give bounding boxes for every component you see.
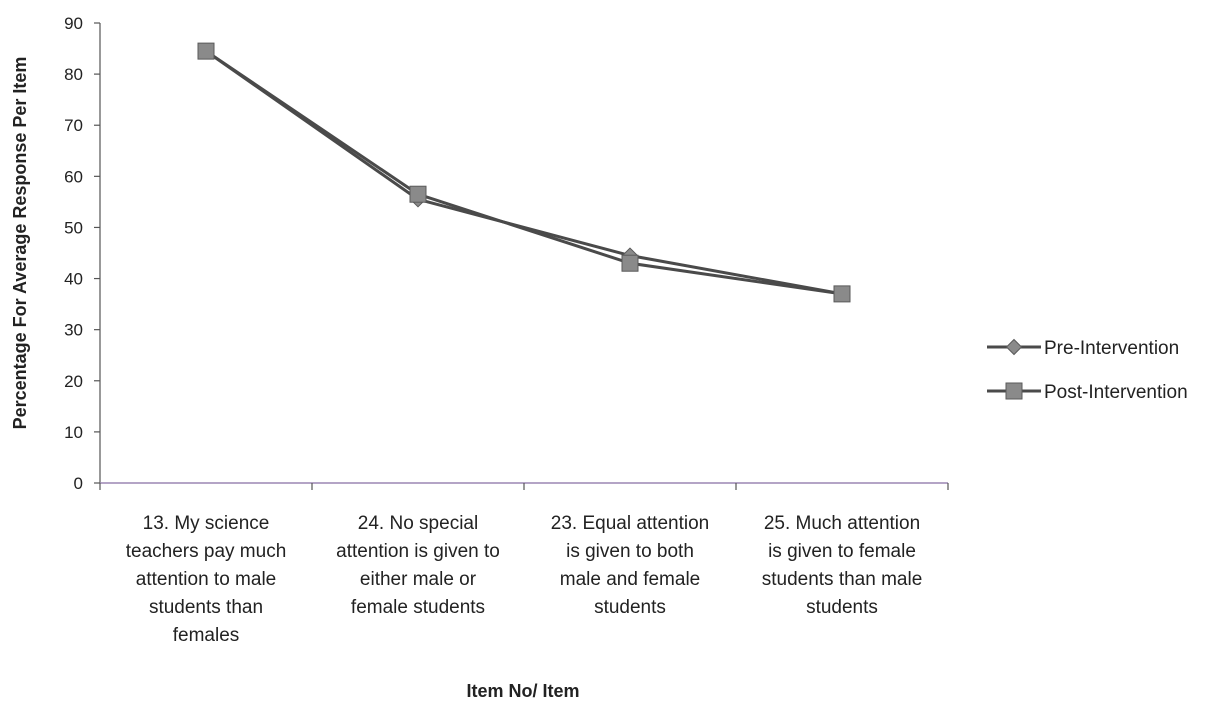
- series-1: [197, 42, 851, 303]
- y-tick-label: 20: [64, 372, 83, 391]
- y-tick-label: 80: [64, 65, 83, 84]
- legend: Pre-Intervention Post-Intervention: [987, 338, 1188, 403]
- x-tick-label: 23. Equal attention is given to both male …: [551, 513, 709, 618]
- y-tick-label: 60: [64, 167, 83, 186]
- square-point: [621, 254, 639, 272]
- x-tick-label: 25. Much attention is given to female stud…: [762, 513, 923, 618]
- legend-diamond-marker: [1005, 338, 1023, 356]
- x-axis-title: Item No/ Item: [466, 681, 579, 701]
- x-axis: [99, 482, 949, 490]
- y-tick-label: 30: [64, 321, 83, 340]
- x-tick-label: 13. My science teachers pay much attention…: [126, 513, 287, 646]
- series-line: [205, 49, 843, 296]
- square-point: [833, 285, 851, 303]
- category-labels: 13. My science teachers pay much attention…: [126, 513, 923, 646]
- y-tick-label: 40: [64, 270, 83, 289]
- legend-label: Pre-Intervention: [1044, 338, 1179, 359]
- series-line: [205, 49, 843, 296]
- y-tick-label: 70: [64, 116, 83, 135]
- legend-square-marker: [1005, 382, 1023, 400]
- legend-item: Post-Intervention: [987, 382, 1188, 403]
- x-tick-label: 24. No special attention is given to eithe…: [336, 513, 500, 618]
- y-tick-label: 90: [64, 14, 83, 33]
- y-tick-label: 50: [64, 218, 83, 237]
- y-axis: 0 10 20 30 40 50 60 70 80 90: [64, 14, 101, 493]
- y-axis-title: Percentage For Average Response Per Item: [10, 57, 30, 430]
- legend-label: Post-Intervention: [1044, 382, 1188, 403]
- y-tick-label: 10: [64, 423, 83, 442]
- square-point: [409, 185, 427, 203]
- legend-item: Pre-Intervention: [987, 338, 1179, 359]
- square-point: [197, 42, 215, 60]
- y-tick-label: 0: [74, 474, 83, 493]
- series-layer: [197, 42, 851, 303]
- series-2: [197, 42, 851, 303]
